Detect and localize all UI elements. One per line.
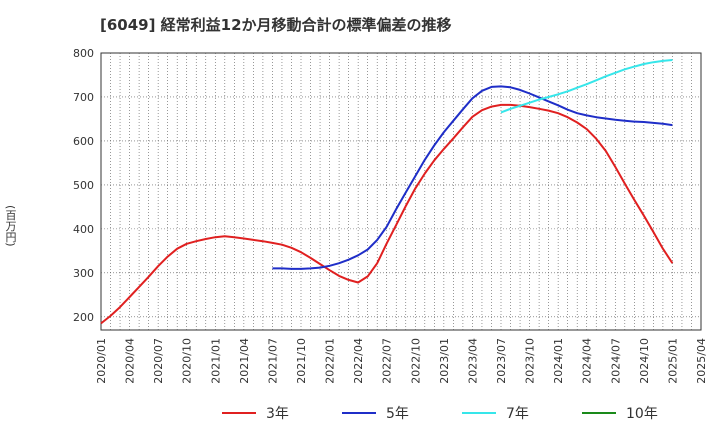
legend-label-7y: 7年 [506, 406, 529, 422]
legend-item-3y: 3年 [222, 403, 342, 423]
y-tick-label: 700 [73, 91, 94, 104]
y-tick-label: 300 [73, 267, 94, 280]
x-tick-label: 2023/07 [495, 338, 508, 384]
x-tick-label: 2024/01 [552, 338, 565, 384]
x-tick-label: 2022/04 [352, 338, 365, 384]
legend-swatch-5y [342, 412, 376, 414]
legend-swatch-10y [582, 412, 616, 414]
series-line-1 [100, 103, 674, 325]
series-line-3 [500, 59, 673, 114]
legend: 3年 5年 7年 10年 [222, 403, 702, 423]
y-tick-label: 800 [73, 47, 94, 60]
x-tick-label: 2024/07 [609, 338, 622, 384]
y-tick-label: 200 [73, 311, 94, 324]
legend-swatch-3y [222, 412, 256, 414]
legend-item-5y: 5年 [342, 403, 462, 423]
y-tick-label: 600 [73, 135, 94, 148]
legend-swatch-7y [462, 412, 496, 414]
x-tick-label: 2025/01 [666, 338, 679, 384]
x-tick-label: 2022/01 [324, 338, 337, 384]
x-tick-label: 2024/04 [581, 338, 594, 384]
x-tick-label: 2024/10 [638, 338, 651, 384]
x-tick-label: 2020/10 [181, 338, 194, 384]
x-tick-label: 2021/01 [209, 338, 222, 384]
x-tick-label: 2021/10 [295, 338, 308, 384]
y-tick-label: 500 [73, 179, 94, 192]
x-tick-label: 2023/04 [466, 338, 479, 384]
x-tick-label: 2020/04 [124, 338, 137, 384]
chart-title: [6049] 経常利益12か月移動合計の標準偏差の推移 [100, 16, 452, 34]
x-tick-label: 2022/10 [409, 338, 422, 384]
legend-label-10y: 10年 [626, 406, 658, 422]
legend-label-5y: 5年 [386, 406, 409, 422]
x-tick-label: 2021/04 [238, 338, 251, 384]
x-tick-label: 2022/07 [381, 338, 394, 384]
legend-item-7y: 7年 [462, 403, 582, 423]
y-tick-label: 400 [73, 223, 94, 236]
plot-frame [100, 52, 702, 331]
y-axis-label: (百万円) [4, 205, 17, 247]
x-tick-label: 2025/04 [695, 338, 708, 384]
x-tick-label: 2023/10 [524, 338, 537, 384]
x-tick-label: 2023/01 [438, 338, 451, 384]
x-tick-label: 2021/07 [266, 338, 279, 384]
legend-item-10y: 10年 [582, 403, 702, 423]
x-tick-label: 2020/07 [152, 338, 165, 384]
series-line-2 [272, 85, 673, 270]
x-tick-label: 2020/01 [95, 338, 108, 384]
legend-label-3y: 3年 [266, 406, 289, 422]
